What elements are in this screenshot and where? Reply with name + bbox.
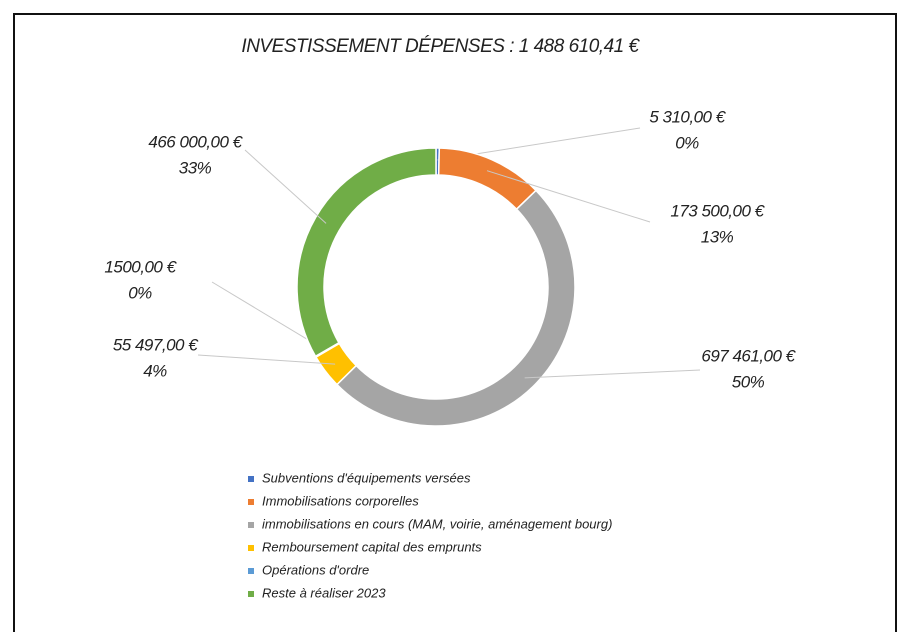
percent-label: 13%: [701, 227, 734, 246]
percent-label: 4%: [143, 361, 167, 380]
donut-slice: [335, 189, 576, 427]
legend-label: Reste à réaliser 2023: [262, 585, 386, 600]
legend-label: Opérations d'ordre: [262, 562, 369, 577]
donut-slice: [296, 147, 437, 358]
data-label: 55 497,00 €: [113, 335, 199, 354]
legend-label: immobilisations en cours (MAM, voirie, a…: [262, 516, 612, 531]
legend-marker: [248, 522, 254, 528]
data-label: 1500,00 €: [104, 257, 177, 276]
frame: [13, 13, 897, 632]
legend-marker: [248, 545, 254, 551]
legend-marker: [248, 476, 254, 482]
leader-line: [524, 369, 701, 379]
percent-label: 0%: [675, 133, 699, 152]
data-label: 697 461,00 €: [701, 346, 796, 365]
chart-title: INVESTISSEMENT DÉPENSES : 1 488 610,41 €: [241, 36, 640, 57]
legend-label: Remboursement capital des emprunts: [262, 539, 482, 554]
leader-line: [197, 354, 336, 365]
legend-label: Immobilisations corporelles: [262, 493, 419, 508]
percent-label: 50%: [732, 372, 765, 391]
legend-marker: [248, 568, 254, 574]
percent-label: 0%: [128, 283, 152, 302]
donut-slice: [437, 147, 538, 211]
leader-line: [486, 170, 651, 223]
legend-marker: [248, 499, 254, 505]
data-label: 5 310,00 €: [649, 107, 726, 126]
legend-marker: [248, 591, 254, 597]
percent-label: 33%: [179, 158, 212, 177]
legend-label: Subventions d'équipements versées: [262, 470, 471, 485]
data-label: 173 500,00 €: [670, 201, 765, 220]
data-label: 466 000,00 €: [148, 132, 243, 151]
leader-line: [244, 149, 327, 224]
